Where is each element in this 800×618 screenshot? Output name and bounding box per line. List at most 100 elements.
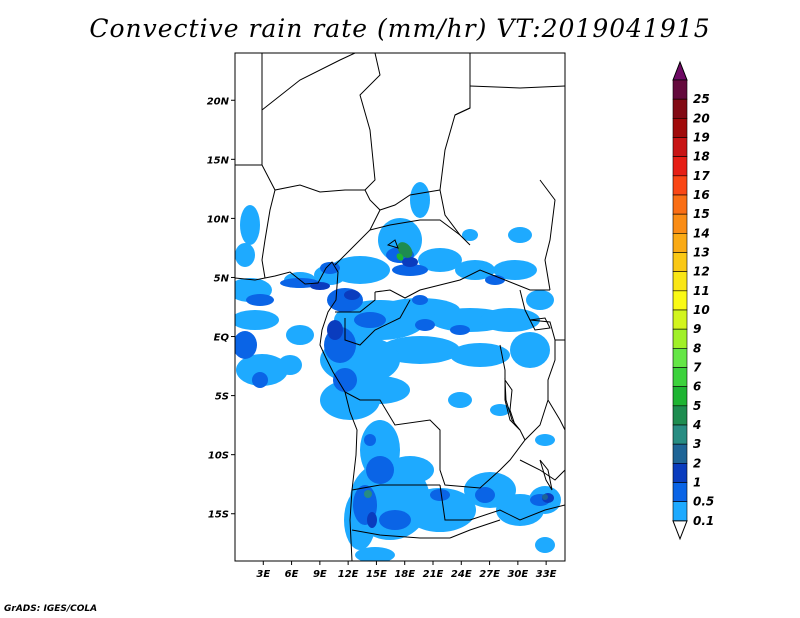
colorbar-label: 13 [693, 246, 710, 260]
rain-cell [402, 257, 418, 267]
colorbar-swatch [672, 271, 688, 292]
rain-cell [310, 282, 330, 290]
colorbar-swatch [672, 156, 688, 177]
rain-field [235, 182, 561, 561]
rain-cell [379, 510, 411, 530]
colorbar-label: 18 [693, 150, 710, 164]
colorbar-label: 16 [693, 188, 710, 202]
rain-cell [535, 537, 555, 553]
rain-cell [455, 260, 495, 280]
colorbar-label: 19 [693, 131, 710, 145]
rain-cell [235, 331, 257, 359]
rain-cell [364, 434, 376, 446]
border-line [439, 484, 565, 521]
colorbar-swatch [672, 233, 688, 253]
colorbar-under-arrow [672, 520, 688, 541]
border-line [439, 53, 471, 246]
colorbar-swatch [672, 290, 688, 311]
border-line [335, 292, 376, 313]
colorbar-label: 1 [693, 476, 701, 490]
colorbar-label: 7 [693, 361, 702, 375]
border-line [374, 269, 550, 299]
lon-tick-label: 30E [507, 569, 528, 580]
colorbar-swatch [672, 309, 688, 330]
rain-cell [480, 308, 540, 332]
colorbar-swatch [672, 386, 688, 407]
rain-cell [355, 547, 395, 561]
colorbar-label: 14 [693, 226, 710, 240]
rain-cell [246, 294, 274, 306]
map-frame [234, 52, 566, 562]
rain-cell [535, 434, 555, 446]
border-line [539, 179, 556, 291]
lon-tick-label: 9E [313, 569, 327, 580]
colorbar-label: 20 [693, 111, 710, 125]
colorbar-swatch [672, 501, 688, 522]
colorbar-swatch [672, 443, 688, 464]
lon-tick-label: 18E [394, 569, 415, 580]
lon-tick-label: 6E [285, 569, 299, 580]
lake-victoria [529, 317, 551, 331]
rain-cell [490, 404, 510, 416]
rain-cell [526, 290, 554, 310]
rain-cell [412, 295, 428, 305]
border-line [449, 519, 501, 539]
rain-cell [330, 256, 390, 284]
colorbar-swatch [672, 213, 688, 234]
rain-cell [404, 488, 476, 532]
colorbar-swatch [672, 118, 688, 138]
colorbar: 25 20 19 18 17 16 15 14 13 12 11 10 9 8 7 6 5 4 3 2 1 0.5 0.1 [672, 60, 714, 541]
rain-cell [252, 372, 268, 388]
credit-label: GrADS: IGES/COLA [4, 604, 98, 614]
lon-tick-label: 27E [479, 569, 500, 580]
colorbar-swatch [672, 252, 688, 272]
rain-cell [410, 182, 430, 218]
border-line [235, 261, 358, 561]
border-line [344, 299, 411, 346]
colorbar-swatch [672, 79, 688, 100]
rain-cell [396, 253, 404, 261]
lat-tick-label: 10S [208, 451, 229, 462]
colorbar-swatch [672, 328, 688, 349]
country-borders [235, 53, 565, 561]
colorbar-label: 4 [692, 418, 701, 432]
rain-cell [397, 242, 413, 258]
border-line [235, 110, 263, 166]
rain-cell [430, 489, 450, 501]
border-line [351, 484, 440, 491]
border-line [364, 189, 441, 211]
border-line [334, 209, 381, 266]
lon-tick-label: 21E [423, 569, 444, 580]
lon-tick-label: 24E [451, 569, 472, 580]
colorbar-label: 0.1 [693, 514, 714, 528]
rain-cell [493, 260, 537, 280]
rain-cell [508, 227, 532, 243]
colorbar-swatch [672, 98, 688, 119]
lake-chad [386, 239, 399, 249]
colorbar-swatch [672, 424, 688, 445]
rain-cell [344, 290, 360, 300]
rain-cell [366, 456, 394, 484]
rain-cell [367, 512, 377, 528]
rain-cell [235, 243, 255, 267]
rain-cell [327, 320, 343, 340]
colorbar-label: 3 [693, 437, 701, 451]
colorbar-swatch [672, 405, 688, 426]
lat-tick-label: 5N [214, 273, 230, 284]
colorbar-swatch [672, 482, 688, 502]
rain-cell [392, 264, 428, 276]
lake-tanganyika [504, 378, 521, 431]
colorbar-label: 10 [693, 303, 710, 317]
colorbar-over-arrow [672, 60, 688, 81]
lon-tick-label: 12E [338, 569, 359, 580]
colorbar-label: 15 [693, 207, 710, 221]
rain-cell [450, 343, 510, 367]
border-line [369, 219, 461, 236]
border-line [261, 189, 276, 279]
border-line [454, 107, 471, 116]
border-line [261, 53, 381, 193]
colorbar-swatch [672, 348, 688, 368]
rain-cell [278, 355, 302, 375]
map-title: Convective rain rate (mm/hr) VT:20190419… [89, 14, 711, 43]
